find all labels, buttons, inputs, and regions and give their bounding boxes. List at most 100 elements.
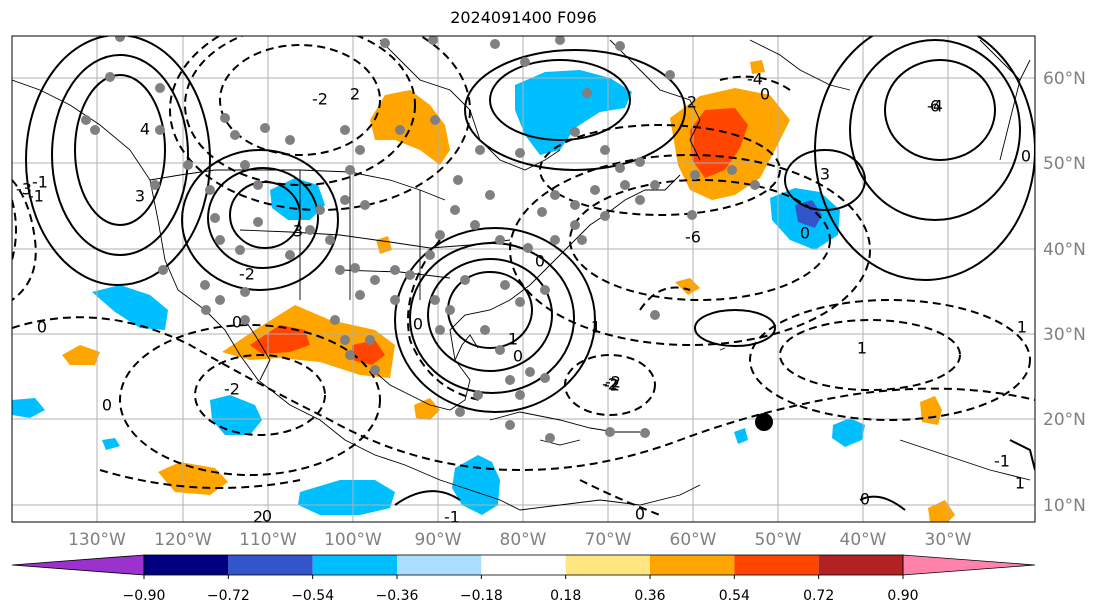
negative-anomaly-area	[210, 395, 262, 435]
colorbar-tick-label: 0.72	[803, 588, 834, 604]
longitude-label: 130°W	[68, 530, 126, 550]
colorbar-tick-labels: −0.90 −0.72 −0.54 −0.36 −0.18 0.18 0.36 0.54 0.7…	[123, 575, 919, 604]
longitude-label: 90°W	[415, 530, 462, 550]
colorbar-tick-label: −0.36	[376, 588, 419, 604]
contour-value-label: -2	[605, 373, 621, 392]
contour-value-label: -1	[444, 508, 460, 527]
map-frame	[11, 35, 1036, 523]
longitude-label: 70°W	[585, 530, 632, 550]
latitude-label: 60°N	[1043, 69, 1086, 89]
colorbar-tick-label: 0.36	[634, 588, 665, 604]
colorbar-under-arrow	[11, 554, 145, 576]
positive-anomaly-area	[62, 345, 100, 365]
contour-value-label: 3	[293, 222, 303, 241]
contour-value-label: 4	[140, 120, 150, 139]
contour-value-label: 0	[513, 347, 523, 366]
contour-value-label: 6	[930, 97, 940, 116]
colorbar-tick-label: 0.18	[550, 588, 581, 604]
contour-value-label: 0	[413, 315, 423, 334]
contour-value-label: 0	[102, 396, 112, 415]
graticule	[12, 36, 1035, 522]
contour-value-label: 2	[350, 85, 360, 104]
contour-value-label: -3	[16, 180, 32, 199]
latitude-label: 20°N	[1043, 410, 1086, 430]
colorbar-tick-label: −0.72	[207, 588, 250, 604]
negative-anomaly-area	[298, 480, 395, 515]
negative-anomaly-area	[452, 455, 500, 515]
contour-value-label: -2	[224, 380, 240, 399]
negative-contours	[12, 36, 1035, 516]
positive-anomaly-area	[376, 236, 392, 254]
contour-value-label: 3	[135, 187, 145, 206]
colorbar-over-arrow	[902, 554, 1036, 576]
negative-anomaly-area	[515, 70, 632, 155]
contour-value-label: -1	[32, 173, 48, 192]
colorbar-tick-label: 0.54	[719, 588, 750, 604]
contour-value-label: 1	[508, 330, 518, 349]
contour-value-label: 0	[800, 224, 810, 243]
contour-value-label: -2	[604, 376, 620, 395]
negative-anomaly-area	[102, 438, 120, 450]
contour-value-label: 0	[760, 85, 770, 104]
contour-value-label: 3	[820, 165, 830, 184]
contour-value-label: 0	[1021, 147, 1031, 166]
coastlines	[12, 39, 1031, 511]
negative-anomaly-area	[12, 398, 45, 418]
strong-positive-anomaly-area	[690, 108, 748, 178]
contour-value-label: 1	[591, 318, 601, 337]
longitude-label: 110°W	[239, 530, 297, 550]
contour-value-label: -2	[239, 265, 255, 284]
contour-value-label: 2	[253, 508, 263, 527]
contour-value-label: -2	[602, 375, 618, 394]
negative-anomaly-area	[92, 285, 168, 330]
contour-value-label: -6	[685, 228, 701, 247]
longitude-label: 30°W	[925, 530, 972, 550]
positive-anomaly-area	[675, 278, 700, 295]
colorbar-bin	[650, 555, 735, 575]
colorbar-bin	[397, 555, 482, 575]
latitude-label: 40°N	[1043, 240, 1086, 260]
storm-marker	[755, 413, 773, 431]
anomaly-shading	[12, 60, 955, 522]
contour-value-label: -4	[927, 97, 943, 116]
contour-value-label: 0	[232, 313, 242, 332]
latitude-label: 50°N	[1043, 154, 1086, 174]
contour-value-label: 1	[857, 339, 867, 358]
contour-value-label: 0	[37, 318, 47, 337]
colorbar-tick-label: −0.90	[123, 588, 166, 604]
negative-anomaly-area	[270, 178, 325, 220]
colorbar-bin	[818, 555, 903, 575]
strong-positive-anomaly-area	[352, 340, 385, 365]
contour-value-label: 2	[687, 93, 697, 112]
contour-value-label: 1	[1015, 474, 1025, 493]
positive-anomaly-area	[920, 396, 942, 425]
colorbar-bin	[481, 555, 566, 575]
map-title: 2024091400 F096	[450, 8, 597, 27]
longitude-label: 40°W	[840, 530, 887, 550]
colorbar-bin	[734, 555, 819, 575]
longitude-label: 120°W	[154, 530, 212, 550]
colorbar-bin	[144, 555, 229, 575]
strong-positive-anomaly-area	[250, 325, 310, 354]
positive-anomaly-area	[928, 500, 955, 522]
colorbar-bin	[565, 555, 650, 575]
contour-value-label: -4	[747, 70, 763, 89]
positive-anomaly-area	[158, 462, 228, 495]
colorbar-frame	[143, 554, 904, 576]
longitude-label: 100°W	[324, 530, 382, 550]
colorbar-tick-label: 0.90	[887, 588, 918, 604]
colorbar	[11, 554, 1036, 576]
longitude-label: 60°W	[670, 530, 717, 550]
contour-value-label: 0	[535, 252, 545, 271]
negative-anomaly-area	[734, 428, 748, 444]
colorbar-tick-label: −0.54	[291, 588, 334, 604]
contour-value-label: -1	[994, 452, 1010, 471]
contour-value-label: -1	[28, 187, 44, 206]
latitude-label: 30°N	[1043, 325, 1086, 345]
positive-anomaly-area	[750, 60, 765, 74]
colorbar-tick-label: −0.18	[460, 588, 503, 604]
latitude-label: 10°N	[1043, 496, 1086, 516]
